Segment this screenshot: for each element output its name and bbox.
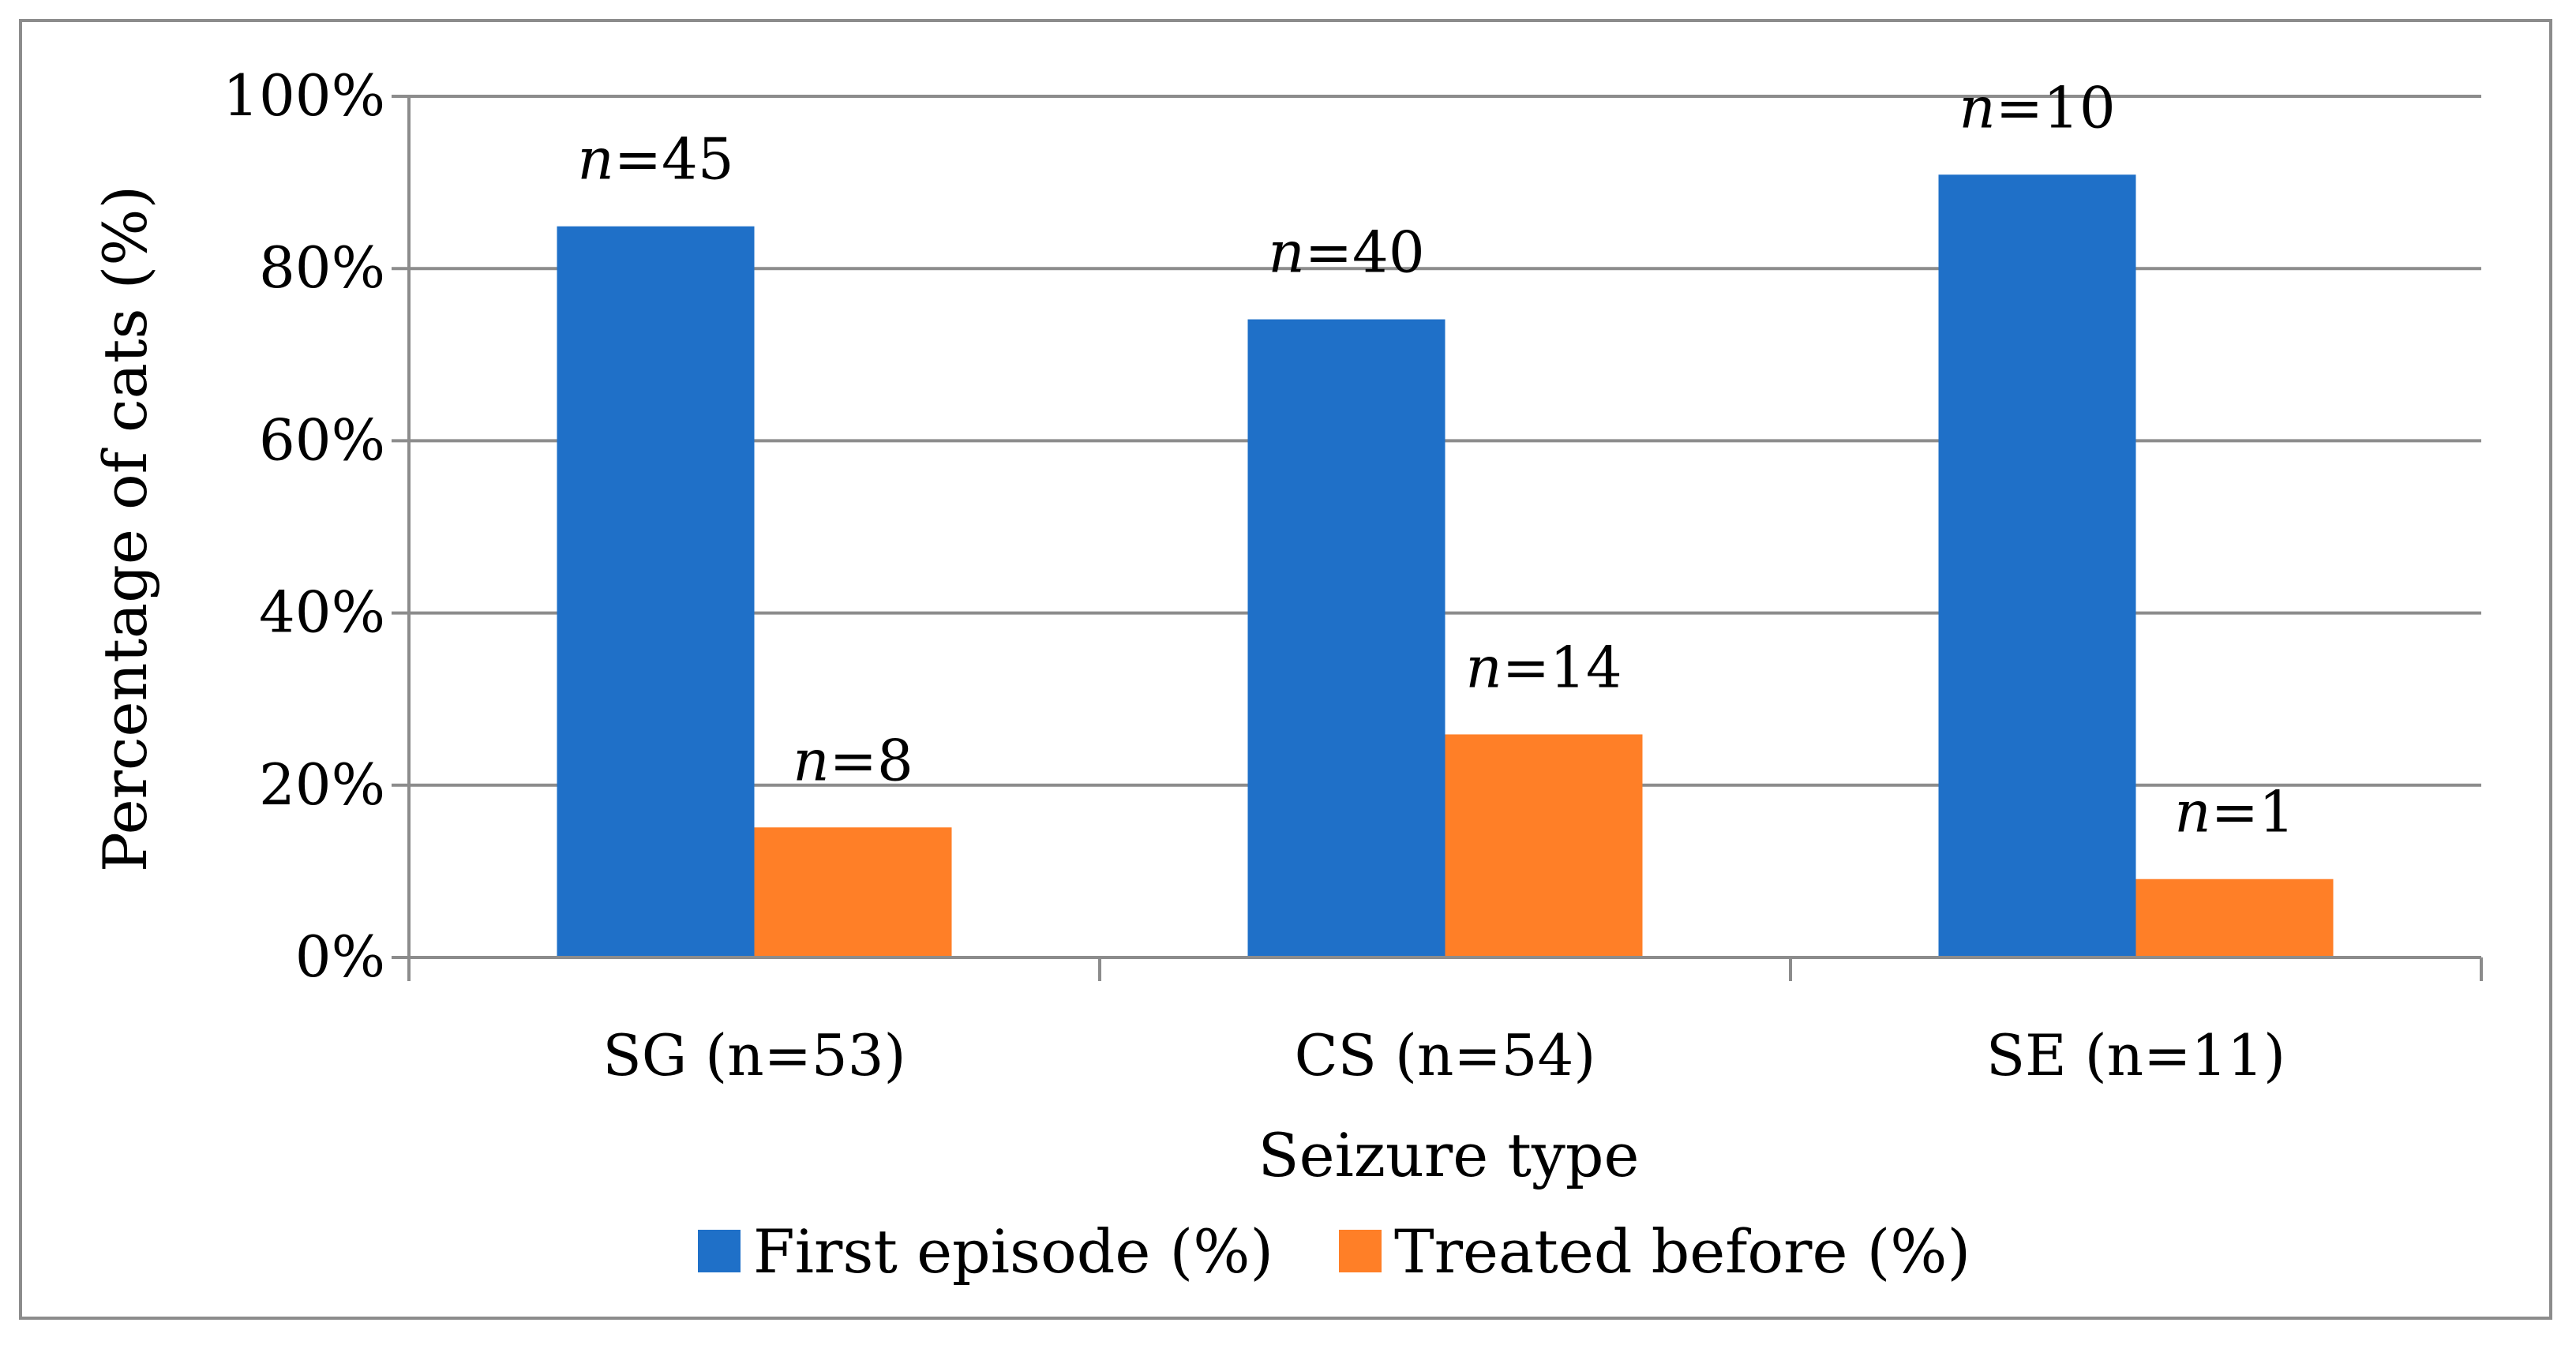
legend-label: Treated before (%)	[1394, 1216, 1970, 1287]
data-label: n=1	[2174, 779, 2295, 845]
bar-first-episode	[557, 226, 755, 958]
y-tick-label: 60%	[259, 406, 385, 473]
bar-treated-before	[2135, 879, 2334, 957]
legend-swatch	[1339, 1230, 1382, 1272]
y-tick-label: 80%	[259, 234, 385, 301]
data-label: n=14	[1465, 634, 1622, 700]
data-label: n=8	[793, 727, 913, 793]
y-tick-label: 40%	[259, 579, 385, 646]
bar-first-episode	[1938, 174, 2136, 957]
axes	[392, 95, 2483, 981]
data-label: n=40	[1268, 219, 1424, 286]
y-tick-label: 20%	[259, 751, 385, 818]
x-tick-label: SG (n=53)	[602, 1022, 906, 1088]
x-tick-label: SE (n=11)	[1986, 1022, 2285, 1088]
bar-first-episode	[1247, 319, 1445, 958]
labels: 0% 20% 40% 60% 80% 100% n=45 n=8 SG (n=53) n=40 n=…	[223, 62, 2295, 1088]
bar-treated-before	[754, 827, 952, 957]
legend-item: First episode (%)	[698, 1216, 1273, 1287]
y-tick-label: 100%	[223, 62, 385, 129]
legend-swatch	[698, 1230, 741, 1272]
x-axis-title: Seizure type	[1258, 1120, 1640, 1190]
y-tick-label: 0%	[295, 924, 385, 990]
y-axis-title: Percentage of cats (%)	[90, 185, 160, 872]
legend-item: Treated before (%)	[1339, 1216, 1970, 1287]
bars	[557, 174, 2334, 958]
legend-label: First episode (%)	[753, 1216, 1273, 1287]
legend: First episode (%) Treated before (%)	[698, 1216, 1970, 1287]
data-label: n=45	[577, 126, 733, 193]
x-tick-label: CS (n=54)	[1295, 1022, 1596, 1088]
data-label: n=10	[1959, 74, 2115, 140]
bar-treated-before	[1445, 734, 1643, 957]
